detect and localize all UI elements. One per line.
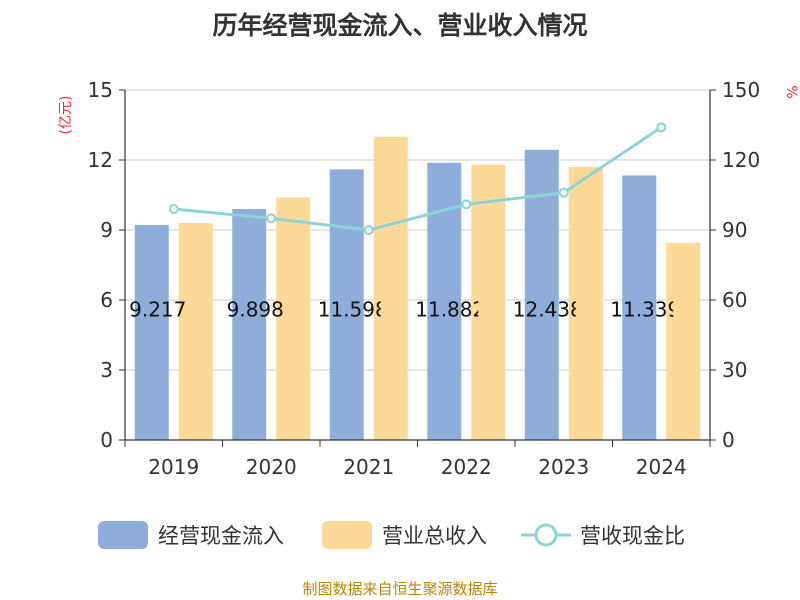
x-tick-label: 2023: [538, 455, 589, 479]
data-label-cash-inflow: 11.339: [610, 297, 680, 321]
x-tick-label: 2020: [246, 455, 297, 479]
bar-cash-inflow: [232, 209, 267, 440]
bar-revenue: [471, 164, 506, 440]
point-cash-ratio: [363, 225, 374, 235]
point-cash-ratio: [266, 213, 277, 224]
bar-revenue: [373, 136, 408, 440]
bar-revenue: [568, 167, 603, 440]
legend-swatch-cash-inflow: [98, 521, 148, 549]
bar-cash-inflow: [329, 169, 364, 440]
x-tick-label: 2024: [636, 455, 687, 479]
bar-revenue: [276, 197, 311, 440]
point-cash-ratio: [558, 187, 569, 198]
right-tick-label: 150: [722, 78, 760, 102]
source-note: 制图数据来自恒生聚源数据库: [302, 580, 498, 598]
right-axis-unit: %: [783, 85, 799, 98]
left-tick-label: 3: [100, 358, 113, 382]
data-label-cash-inflow: 12.438: [513, 297, 583, 321]
x-tick-label: 2022: [441, 455, 492, 479]
bar-cash-inflow: [134, 224, 169, 440]
legend-marker-cash-ratio: [534, 523, 558, 547]
legend-label-cash-ratio: 营收现金比: [580, 524, 685, 548]
legend-label-cash-inflow: 经营现金流入: [158, 524, 284, 548]
left-tick-label: 0: [100, 428, 113, 452]
legend-label-revenue: 营业总收入: [382, 524, 487, 548]
data-label-cash-inflow: 11.882: [415, 297, 485, 321]
right-tick-label: 30: [722, 358, 747, 382]
point-cash-ratio: [168, 204, 179, 214]
line-cash-ratio: [173, 126, 663, 232]
left-tick-label: 15: [88, 78, 113, 102]
left-tick-label: 9: [100, 218, 113, 242]
left-tick-label: 12: [88, 148, 113, 172]
chart-title: 历年经营现金流入、营业收入情况: [212, 11, 588, 40]
right-tick-label: 60: [722, 288, 747, 312]
x-tick-label: 2019: [148, 455, 199, 479]
legend-swatch-revenue: [322, 521, 372, 549]
bar-revenue: [178, 223, 213, 440]
bar-cash-inflow: [622, 175, 657, 440]
x-tick-label: 2021: [343, 455, 394, 479]
right-tick-label: 90: [722, 218, 747, 242]
data-label-cash-inflow: 9.898: [227, 297, 284, 321]
data-label-cash-inflow: 11.598: [318, 297, 388, 321]
right-tick-label: 0: [722, 428, 735, 452]
left-axis-unit: (亿元): [58, 96, 74, 135]
point-cash-ratio: [461, 199, 472, 210]
bar-revenue: [666, 242, 701, 440]
point-cash-ratio: [656, 122, 667, 133]
right-tick-label: 120: [722, 148, 760, 172]
data-label-cash-inflow: 9.217: [129, 297, 186, 321]
left-tick-label: 6: [100, 288, 113, 312]
